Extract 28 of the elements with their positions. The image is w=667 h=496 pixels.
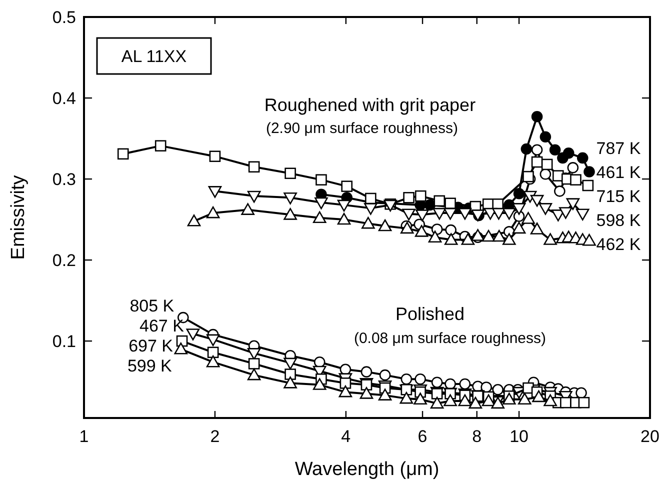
x-tick-label: 20 bbox=[640, 427, 660, 446]
y-tick-label: 0.4 bbox=[52, 89, 76, 108]
y-tick-label: 0.1 bbox=[52, 332, 76, 352]
annotation: AL 11XX bbox=[121, 47, 187, 66]
y-tick-label: 0.5 bbox=[52, 8, 76, 27]
x-tick-label: 2 bbox=[210, 427, 220, 446]
x-tick-label: 1 bbox=[79, 427, 89, 446]
annotation: Roughened with grit paper bbox=[264, 95, 476, 115]
series-label: 787 K bbox=[596, 138, 642, 158]
series-label: 598 K bbox=[596, 210, 642, 230]
series-label: 715 K bbox=[596, 186, 642, 206]
x-tick-label: 6 bbox=[418, 427, 428, 446]
annotation: (2.90 μm surface roughness) bbox=[266, 120, 458, 137]
series-label: 599 K bbox=[127, 356, 173, 376]
x-axis-title: Wavelength (μm) bbox=[294, 459, 440, 480]
y-tick-label: 0.3 bbox=[52, 170, 76, 190]
y-axis-title: Emissivity bbox=[8, 174, 29, 260]
y-tick-label: 0.2 bbox=[52, 251, 76, 270]
x-tick-label: 4 bbox=[341, 427, 351, 446]
series-label: 805 K bbox=[130, 296, 175, 316]
x-tick-label: 10 bbox=[510, 427, 528, 446]
legend-label: 461 K bbox=[596, 162, 642, 182]
series-label: 462 K bbox=[596, 234, 642, 254]
annotation: Polished bbox=[395, 304, 465, 324]
annotation: (0.08 μm surface roughness) bbox=[354, 330, 546, 347]
series-label: 467 K bbox=[140, 316, 185, 336]
series-label: 697 K bbox=[128, 336, 174, 356]
x-tick-label: 8 bbox=[472, 427, 482, 446]
